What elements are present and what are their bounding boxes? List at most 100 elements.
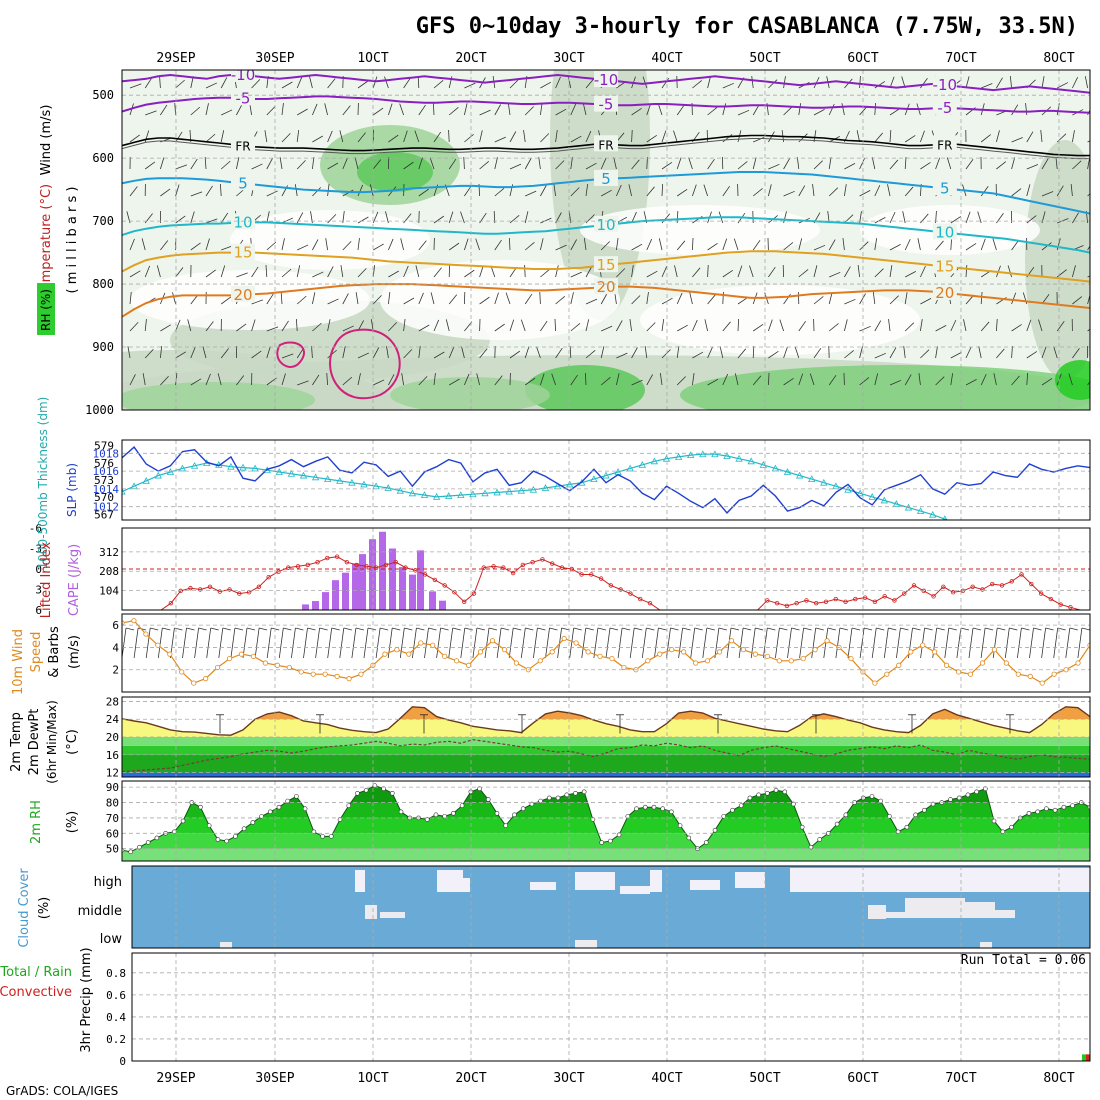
li-point: [853, 596, 858, 602]
isotherm-label-bg: [594, 256, 618, 273]
wind-speed-line: [122, 620, 1090, 684]
wind-speed-point: [250, 653, 257, 659]
isotherm-label-FR-0: FR: [235, 140, 250, 154]
rh-point: [241, 826, 247, 831]
rh-point: [1009, 824, 1014, 830]
panel-frame: [121, 439, 1091, 521]
isotherm-label-bg: [231, 285, 255, 302]
wind-speed-point: [884, 671, 890, 677]
rh-point: [285, 798, 290, 804]
isotherm-label-5-2: 5: [940, 179, 950, 197]
wind-speed-point: [203, 676, 209, 682]
rh-point: [137, 844, 142, 850]
ua-ylabel-rh: RH (%): [39, 289, 53, 331]
thickness-marker: [1075, 556, 1081, 562]
rh-shade-13: [380, 260, 620, 340]
li-point: [1068, 605, 1073, 610]
top-date-3: 1OCT: [357, 51, 388, 66]
rh-point: [520, 806, 526, 811]
isotherm-label-10-0: 10: [233, 213, 252, 231]
temp-band-5: [122, 706, 1090, 720]
rh-legend-swatch: [37, 283, 55, 335]
rh-point: [956, 795, 962, 801]
wind-speed-point: [752, 651, 758, 657]
bottom-date-6: 4OCT: [651, 1071, 682, 1086]
thickness-marker: [130, 482, 138, 490]
dewpoint-line: [122, 739, 1090, 773]
isotherm-label-FR-1: FR: [598, 138, 613, 152]
thickness-marker: [239, 463, 247, 471]
li-point: [344, 559, 350, 565]
cloud-level-middle: middle: [78, 904, 122, 919]
rh-point: [712, 827, 718, 833]
rh-point: [930, 801, 936, 807]
thickness-marker: [505, 487, 513, 495]
cloud-cover-panel: high middle low: [78, 865, 1091, 949]
temp-line: [122, 706, 1090, 736]
cloud-mid-3: [885, 912, 905, 918]
wind-speed-point: [1039, 680, 1045, 686]
bottom-date-1: 29SEP: [156, 1071, 195, 1086]
rh-point: [1052, 807, 1058, 813]
li-point: [276, 569, 281, 574]
thickness-marker: [324, 475, 332, 483]
isotherm-label-20-1: 20: [596, 278, 615, 296]
chart-title: GFS 0~10day 3-hourly for CASABLANCA (7.7…: [416, 14, 1078, 39]
wind-tick-2: 2: [112, 664, 119, 677]
panel-frame: [121, 527, 1091, 611]
thickness-marker: [795, 471, 804, 479]
li-point: [1058, 602, 1063, 607]
thickness-line: [122, 453, 949, 520]
wind-speed-point: [585, 649, 591, 655]
rh-line: [122, 785, 1090, 853]
li-point: [970, 584, 975, 589]
thickness-tick-579: 579: [94, 440, 114, 453]
li-point: [559, 565, 565, 570]
10m-wind-barbs: [122, 627, 1090, 659]
precip-tick-0.6: 0.6: [106, 989, 126, 1002]
wind-speed-point: [549, 649, 555, 655]
isotherm-label-bg: [231, 70, 255, 83]
cape-bar: [417, 550, 424, 610]
thickness-marker: [602, 471, 610, 479]
rh-point: [765, 791, 770, 796]
isotherm-label-bg: [932, 257, 957, 274]
wind-speed-point: [155, 642, 161, 648]
thickness-marker: [956, 519, 958, 520]
li-point: [618, 587, 623, 592]
rh-point: [215, 837, 221, 842]
li-tick--6: -6: [29, 522, 42, 535]
li-point: [217, 589, 222, 594]
rh-point: [145, 840, 151, 845]
wind-speed-point: [191, 680, 197, 686]
li-point: [198, 587, 203, 592]
rh-point: [372, 783, 378, 788]
thickness-marker: [590, 475, 598, 483]
li-point: [774, 600, 780, 606]
rh-tick-90: 90: [106, 781, 119, 794]
li-point: [305, 562, 310, 568]
wind-speed-point: [131, 618, 137, 624]
li-point: [823, 599, 829, 604]
cape-bar: [389, 548, 396, 610]
wind-speed-point: [262, 660, 269, 666]
top-date-labels: 29SEP 30SEP 1OCT 2OCT 3OCT 4OCT 5OCT 6OCT 7OCT 8O…: [156, 51, 1074, 66]
th-ylabel-thickness: 1000-500mb Thickness (dm): [36, 397, 50, 570]
bottom-date-7: 5OCT: [749, 1071, 780, 1086]
panel-frame: [121, 780, 1091, 862]
wind-speed-point: [442, 653, 448, 659]
thickness-marker: [808, 475, 816, 483]
thickness-marker: [311, 473, 320, 481]
precip-tick-0.4: 0.4: [106, 1011, 126, 1024]
bottom-date-5: 3OCT: [553, 1071, 584, 1086]
rh-panel: 50 60 70 80 90: [106, 780, 1091, 862]
wind-speed-point: [501, 647, 508, 653]
wind-speed-point: [298, 669, 304, 675]
thickness-marker: [432, 493, 441, 500]
wind-speed-point: [1051, 671, 1057, 677]
wind-speed-point: [669, 647, 675, 653]
rh-point: [625, 814, 631, 819]
li-point: [491, 564, 496, 569]
wind-speed-point: [286, 664, 292, 671]
